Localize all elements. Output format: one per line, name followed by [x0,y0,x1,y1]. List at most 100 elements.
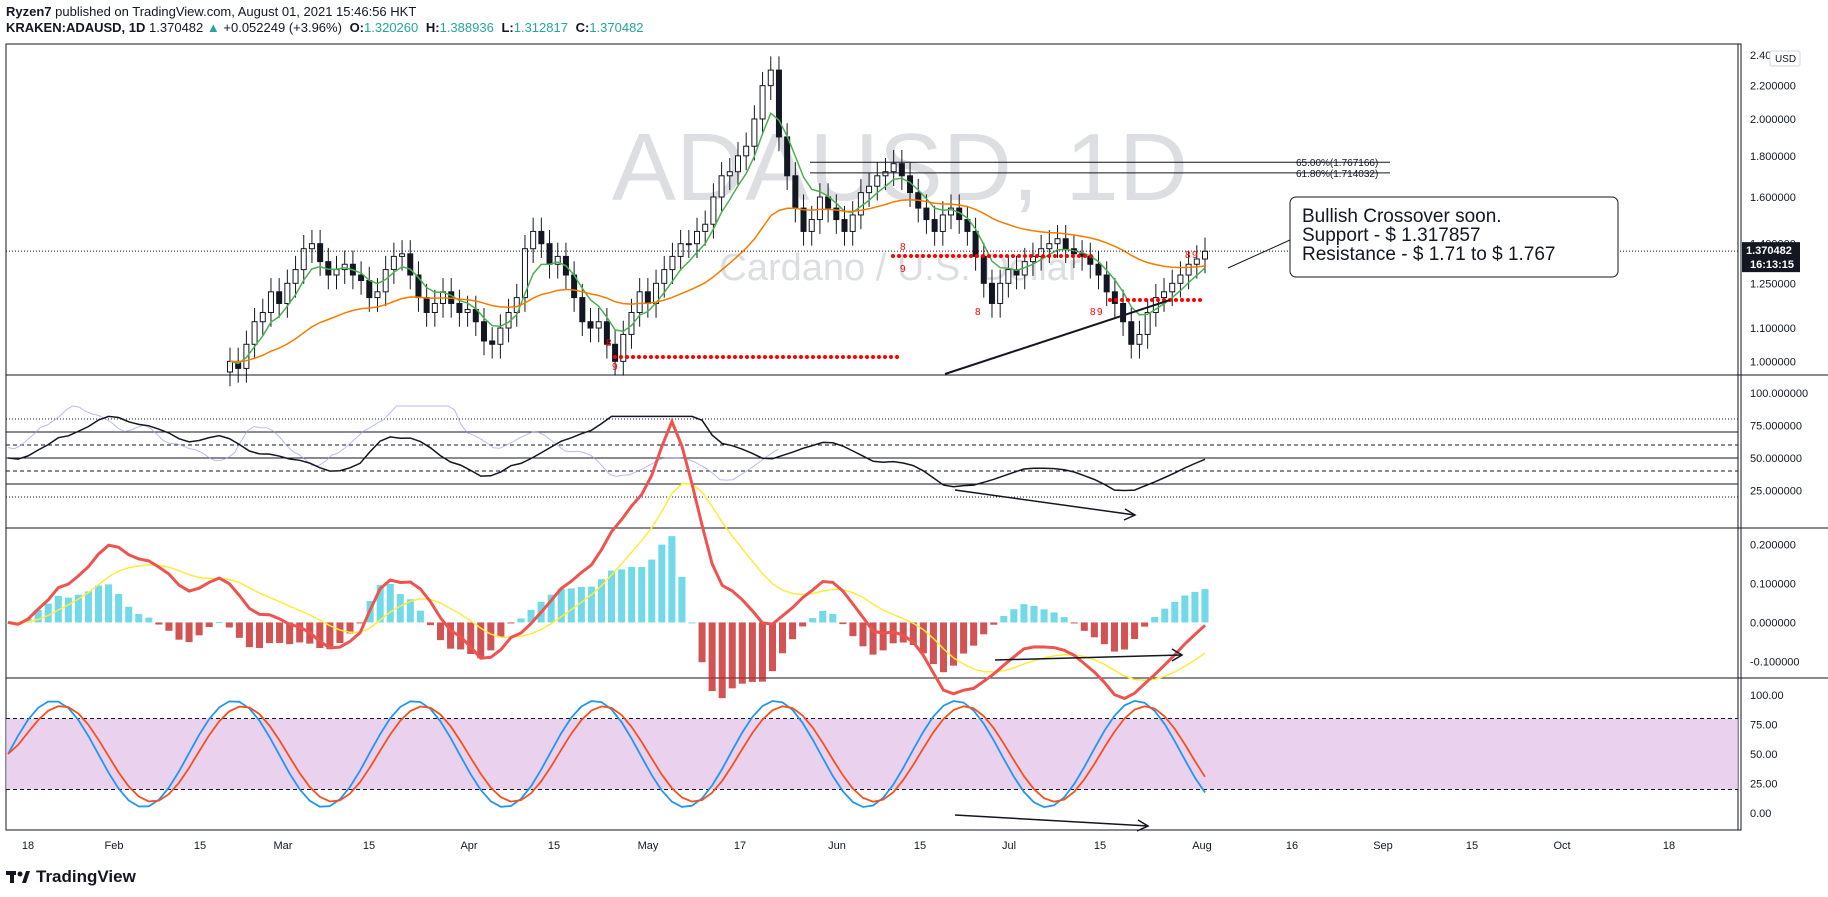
macd-histogram-bar [296,622,304,643]
open-label: O: [349,20,365,35]
macd-histogram-bar [1100,622,1108,645]
macd-histogram-bar [587,586,595,623]
macd-tick-label: 0.000000 [1750,617,1796,629]
candle-body [521,248,528,299]
macd-histogram-bar [44,603,52,623]
candle-body [276,291,283,304]
td-support-dot [637,355,641,359]
td-resistance-dot [1029,254,1033,258]
time-tick-label: 18 [22,840,34,852]
macd-histogram-bar [155,622,163,625]
td-support-dot [1192,298,1196,302]
macd-histogram-bar [416,610,424,623]
candle-body [849,214,856,232]
candle-body [333,269,340,276]
macd-histogram-bar [829,614,837,623]
macd-histogram-bar [779,622,787,654]
candle-body [603,321,610,345]
countdown-label: 16:13:15 [1750,259,1794,271]
tradingview-logo-icon [6,869,32,885]
macd-histogram-bar [215,622,223,624]
time-tick-label: 15 [363,840,375,852]
macd-histogram-bar [819,610,827,623]
macd-histogram-bar [859,622,867,647]
candle-body [874,175,881,187]
td-support-dot [625,355,629,359]
td-support-dot [751,355,755,359]
candle-body [1185,263,1192,276]
time-tick-label: Jul [1002,840,1016,852]
candle-body [775,69,782,138]
macd-histogram-bar [547,594,555,623]
td-support-dot [757,355,761,359]
price-tick-label: 2.000000 [1750,114,1796,126]
macd-histogram-bar [426,622,434,626]
td-resistance-dot [1083,254,1087,258]
candle-body [1144,311,1151,335]
tradingview-branding[interactable]: TradingView [6,867,136,887]
td-support-dot [631,355,635,359]
td-count-label: 8 [1090,307,1096,318]
macd-histogram-bar [990,622,998,625]
td-support-dot [1156,298,1160,302]
macd-histogram-bar [728,622,736,689]
arrow-head-icon [1123,508,1137,521]
candle-body [399,253,406,257]
time-tick-label: 16 [1286,840,1298,852]
td-resistance-dot [957,254,961,258]
candle-body [964,219,971,232]
macd-histogram-bar [960,622,968,654]
candle-body [292,269,299,284]
macd-histogram-bar [869,622,877,655]
td-resistance-dot [981,254,985,258]
td-resistance-dot [915,254,919,258]
author-name[interactable]: Ryzen7 [6,4,52,19]
candle-body [300,248,307,271]
close-value: 1.370482 [589,20,644,35]
candle-body [407,253,414,276]
rsi-smoothed-line [7,405,779,481]
macd-histogram-bar [1201,589,1209,623]
td-resistance-dot [1035,254,1039,258]
macd-histogram-bar [608,570,616,623]
td-support-dot [673,355,677,359]
td-support-dot [1138,298,1142,302]
candle-body [661,269,668,284]
td-support-dot [877,355,881,359]
candle-body [718,175,725,198]
td-support-dot [709,355,713,359]
candle-body [317,243,324,263]
td-support-dot [829,355,833,359]
macd-histogram-bar [1080,622,1088,631]
candle-body [530,230,537,250]
price-change: +0.052249 (+3.96%) [223,20,342,35]
td-support-dot [883,355,887,359]
symbol-label[interactable]: KRAKEN:ADAUSD, 1D [6,20,146,35]
macd-histogram-bar [718,622,726,699]
macd-histogram-bar [879,622,887,651]
td-support-dot [1108,298,1112,302]
candle-body [1177,274,1184,284]
td-support-dot [691,355,695,359]
macd-histogram-bar [34,609,42,623]
macd-histogram-bar [54,595,62,623]
macd-histogram-bar [839,622,847,625]
candle-body [1169,282,1176,293]
td-resistance-dot [1041,254,1045,258]
candle-body [988,282,995,304]
candle-body [227,360,233,373]
candle-body [267,291,274,313]
time-tick-label: 15 [914,840,926,852]
td-count-label: 9 [612,362,618,373]
time-tick-label: Mar [274,840,293,852]
candle-body [554,255,561,265]
currency-label: USD [1775,54,1796,65]
macd-histogram-bar [939,622,947,673]
ema-slow-line [229,199,1206,363]
td-count-label: 8 [975,307,981,318]
td-support-dot [775,355,779,359]
td-count-label: 9 [900,264,906,275]
published-text: published on TradingView.com, August 01,… [55,4,417,19]
up-arrow-icon: ▲ [206,20,220,35]
